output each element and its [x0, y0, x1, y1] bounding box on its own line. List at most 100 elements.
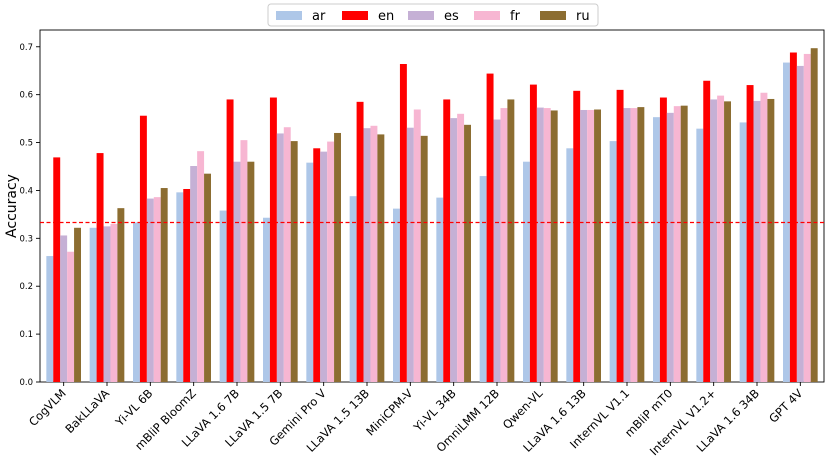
bar-en — [746, 85, 754, 382]
bar-en — [789, 52, 797, 382]
bar-en — [659, 97, 667, 383]
bar-ar — [306, 162, 314, 382]
bar-fr — [370, 125, 378, 382]
bar-ru — [117, 208, 125, 382]
x-tick-label: CogVLM — [26, 386, 69, 429]
plot-frame — [39, 29, 825, 383]
bar-fr — [413, 109, 421, 382]
bar-es — [103, 226, 111, 382]
bar-fr — [327, 141, 335, 382]
x-tick-label: MiniCPM-V — [363, 386, 415, 438]
bar-en — [443, 99, 451, 383]
y-axis: 0.0 0.1 0.2 0.3 0.4 0.5 0.6 0.7 — [19, 43, 40, 388]
bar-fr — [803, 53, 811, 382]
bar-es — [753, 100, 761, 383]
bar-en — [529, 84, 537, 382]
bar-fr — [283, 127, 291, 382]
y-tick-label: 0.0 — [19, 378, 33, 388]
y-axis-label: Accuracy — [4, 174, 20, 238]
bar-fr — [587, 109, 595, 382]
bar-es — [580, 109, 588, 382]
bar-ar — [696, 128, 704, 382]
bar-ar — [219, 210, 227, 382]
legend-label-en: en — [378, 9, 394, 24]
bar-ar — [46, 256, 54, 382]
bar-ru — [160, 188, 168, 382]
bar-fr — [717, 95, 725, 382]
bar-es — [796, 65, 804, 382]
bar-es — [146, 198, 154, 382]
bar-fr — [500, 108, 508, 382]
bar-es — [450, 118, 458, 383]
bar-ar — [609, 141, 617, 382]
bar-en — [226, 99, 234, 383]
bar-fr — [673, 106, 681, 382]
bar-en — [399, 64, 407, 383]
legend-swatch-es — [408, 11, 434, 20]
bar-fr — [630, 108, 638, 382]
bar-fr — [153, 197, 161, 382]
bar-ru — [204, 173, 211, 382]
bar-fr — [543, 108, 551, 382]
bar-ru — [680, 105, 688, 382]
bar-fr — [760, 92, 768, 382]
bar-ar — [393, 208, 400, 382]
bar-ru — [420, 135, 428, 382]
bar-fr — [110, 223, 118, 382]
bar-ar — [349, 196, 357, 382]
bar-es — [406, 127, 414, 382]
y-tick-label: 0.1 — [19, 330, 33, 340]
bar-en — [96, 153, 104, 382]
bar-ru — [810, 48, 818, 382]
bar-ar — [479, 176, 487, 382]
legend-label-es: es — [444, 9, 459, 24]
legend-swatch-ru — [540, 11, 566, 20]
bar-ru — [767, 98, 775, 383]
bar-en — [313, 148, 321, 382]
bar-ru — [550, 110, 558, 382]
bar-ar — [566, 148, 574, 382]
bar-es — [190, 166, 198, 382]
legend-label-ru: ru — [576, 9, 590, 24]
y-tick-label: 0.5 — [19, 139, 33, 149]
legend-label-ar: ar — [312, 9, 326, 24]
bar-ru — [74, 227, 81, 382]
bar-es — [493, 119, 501, 383]
bar-ar — [436, 197, 444, 382]
bar-es — [666, 112, 674, 383]
legend-swatch-en — [342, 11, 368, 20]
bar-es — [276, 133, 284, 382]
legend-swatch-fr — [474, 11, 500, 20]
y-tick-label: 0.4 — [19, 186, 33, 196]
bar-en — [703, 80, 711, 383]
bar-ar — [176, 192, 184, 382]
bar-es — [233, 161, 241, 382]
bar-ar — [783, 62, 790, 383]
bar-fr — [197, 151, 205, 382]
bar-en — [573, 90, 581, 382]
bar-ru — [594, 109, 601, 382]
y-tick-label: 0.7 — [19, 43, 33, 53]
bar-ru — [507, 99, 515, 383]
bar-en — [53, 157, 61, 382]
bar-en — [183, 188, 191, 382]
bar-ar — [739, 122, 747, 382]
bar-es — [536, 107, 544, 382]
bar-ru — [464, 124, 471, 382]
bar-es — [710, 99, 718, 383]
bar-en — [139, 115, 147, 383]
bar-es — [363, 128, 371, 382]
bar-es — [623, 108, 631, 382]
bar-en — [269, 97, 277, 383]
bar-es — [320, 151, 328, 382]
bar-en — [356, 101, 364, 382]
bar-en — [616, 89, 624, 382]
bar-ru — [290, 141, 298, 382]
y-tick-label: 0.3 — [19, 234, 33, 244]
bar-es — [60, 235, 68, 382]
y-tick-label: 0.2 — [19, 282, 33, 292]
bar-ru — [377, 134, 385, 382]
x-tick-label: Yi-VL 6B — [112, 386, 156, 430]
